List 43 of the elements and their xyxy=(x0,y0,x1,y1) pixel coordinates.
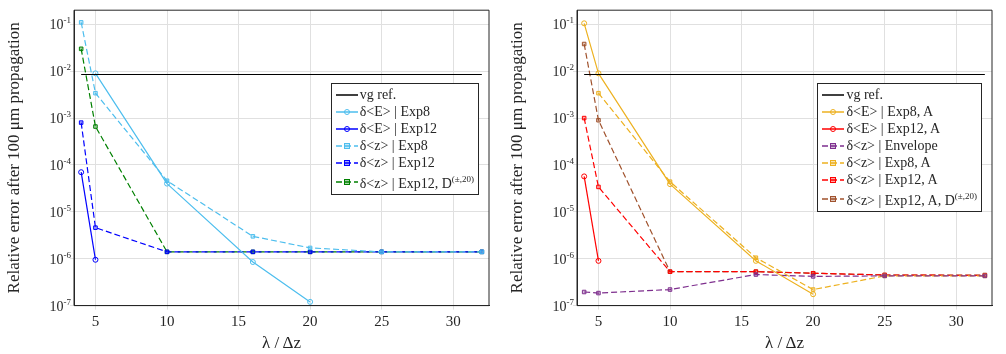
y-tick-label: 10$^{-1}$ xyxy=(552,15,574,33)
legend-label: δ<z> | Exp8 xyxy=(359,137,428,155)
y-tick-label: 10$^{-4}$ xyxy=(552,156,574,173)
legend-label: δ<z> | Exp12, A, D$^{(±,20)}$ xyxy=(846,190,977,209)
x-tick-label: 30 xyxy=(948,312,964,329)
y-axis-title: Relative error after 100 μm propagation xyxy=(506,21,526,294)
y-tick-label: 10$^{-6}$ xyxy=(552,249,574,267)
y-tick-label: 10$^{-6}$ xyxy=(49,249,71,267)
legend-label: δ<z> | Exp12 xyxy=(359,154,435,172)
y-tick-label: 10$^{-2}$ xyxy=(49,62,71,80)
legend-label: δ<E> | Exp12, A xyxy=(846,120,941,138)
y-tick-label: 10$^{-5}$ xyxy=(552,203,574,220)
y-tick-label: 10$^{-5}$ xyxy=(49,203,71,220)
legend-label: δ<E> | Exp8 xyxy=(359,103,431,121)
legend-label: δ<z> | Exp12, D$^{(±,20)}$ xyxy=(359,173,474,192)
y-tick-label: 10$^{-4}$ xyxy=(49,156,71,173)
y-tick-label: 10$^{-3}$ xyxy=(552,109,574,126)
x-tick-label: 5 xyxy=(91,312,100,329)
x-tick-label: 5 xyxy=(594,312,603,329)
x-tick-label: 10 xyxy=(662,312,678,329)
y-axis-title: Relative error after 100 μm propagation xyxy=(3,21,23,294)
legend-label: δ<z> | Envelope xyxy=(846,137,938,155)
x-tick-label: 25 xyxy=(374,312,390,329)
legend-label: δ<E> | Exp12 xyxy=(359,120,438,138)
y-tick-label: 10$^{-7}$ xyxy=(49,296,71,314)
x-tick-label: 15 xyxy=(231,312,247,329)
x-axis-title: λ / Δz xyxy=(261,333,302,353)
legend-label: δ<z> | Exp12, A xyxy=(846,171,938,189)
x-tick-label: 30 xyxy=(445,312,461,329)
x-tick-label: 20 xyxy=(805,312,821,329)
y-tick-label: 10$^{-7}$ xyxy=(552,296,574,314)
x-tick-label: 20 xyxy=(302,312,318,329)
y-tick-label: 10$^{-2}$ xyxy=(552,62,574,80)
x-tick-label: 15 xyxy=(734,312,750,329)
legend-label: vg ref. xyxy=(359,86,397,104)
y-tick-label: 10$^{-1}$ xyxy=(49,15,71,33)
legend-label: vg ref. xyxy=(846,86,883,104)
legend-label: δ<z> | Exp8, A xyxy=(846,154,931,172)
x-tick-label: 10 xyxy=(159,312,175,329)
x-tick-label: 25 xyxy=(877,312,893,329)
x-axis-title: λ / Δz xyxy=(764,333,805,353)
legend-label: δ<E> | Exp8, A xyxy=(846,103,934,121)
y-tick-label: 10$^{-3}$ xyxy=(49,109,71,126)
